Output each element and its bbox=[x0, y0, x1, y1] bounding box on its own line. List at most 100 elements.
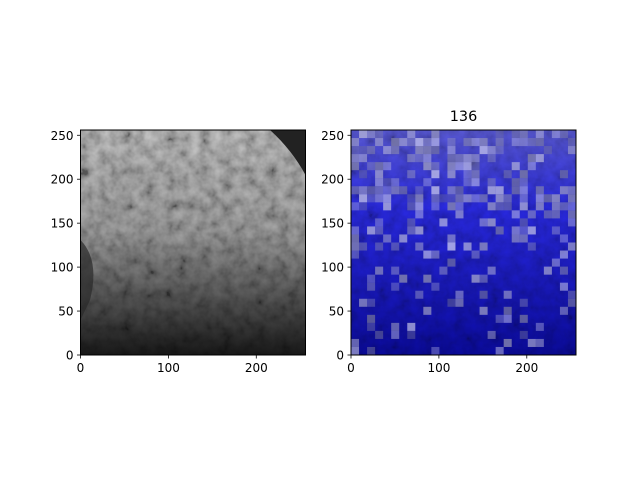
right-plot-frame bbox=[350, 129, 577, 356]
right-panel-title: 136 bbox=[450, 109, 477, 125]
mask-patch bbox=[463, 138, 472, 147]
mask-patch bbox=[519, 330, 528, 339]
mask-patch bbox=[423, 162, 432, 171]
mask-patch bbox=[503, 290, 512, 299]
mask-patch bbox=[519, 170, 528, 179]
mask-patch bbox=[383, 146, 392, 155]
mask-patch bbox=[519, 234, 528, 243]
mask-patch bbox=[359, 146, 368, 155]
mask-patch bbox=[431, 250, 440, 259]
mask-patch bbox=[407, 322, 416, 331]
mask-patch bbox=[535, 130, 544, 139]
mask-patch bbox=[399, 186, 408, 195]
mask-patch bbox=[359, 298, 368, 307]
mask-patch bbox=[439, 266, 448, 275]
mask-patch bbox=[479, 138, 488, 147]
mask-patch bbox=[463, 154, 472, 163]
right-y-tick-label: 150 bbox=[321, 217, 344, 231]
mask-patch bbox=[415, 210, 424, 219]
right-y-tick-label: 100 bbox=[321, 261, 344, 275]
mask-patch bbox=[351, 146, 360, 155]
right-x-tick-label: 200 bbox=[515, 361, 538, 375]
mask-patch bbox=[391, 242, 400, 251]
mask-patch bbox=[351, 242, 360, 251]
mask-patch bbox=[519, 138, 528, 147]
mask-patch bbox=[407, 202, 416, 211]
left-x-tick-label: 100 bbox=[157, 361, 180, 375]
mask-patch bbox=[487, 330, 496, 339]
mask-patch bbox=[487, 266, 496, 275]
mask-patch bbox=[351, 202, 360, 211]
mask-patch bbox=[399, 138, 408, 147]
mask-patch bbox=[511, 162, 520, 171]
mask-patch bbox=[447, 170, 456, 179]
mask-patch bbox=[455, 186, 464, 195]
mask-patch bbox=[359, 186, 368, 195]
mask-patch bbox=[431, 194, 440, 203]
mask-patch bbox=[535, 186, 544, 195]
mask-patch bbox=[511, 186, 520, 195]
mask-patch bbox=[455, 162, 464, 171]
mask-patch bbox=[519, 178, 528, 187]
mask-patch bbox=[503, 194, 512, 203]
mask-patch bbox=[431, 130, 440, 139]
mask-patch bbox=[567, 298, 576, 307]
mask-patch bbox=[487, 146, 496, 155]
mask-patch bbox=[519, 314, 528, 323]
mask-patch bbox=[399, 234, 408, 243]
mask-patch bbox=[367, 274, 376, 283]
mask-patch bbox=[423, 138, 432, 147]
mask-patch bbox=[367, 194, 376, 203]
mask-patch bbox=[375, 130, 384, 139]
right-y-tick-label: 50 bbox=[329, 305, 344, 319]
mask-patch bbox=[519, 202, 528, 211]
mask-patch bbox=[527, 226, 536, 235]
mask-patch bbox=[503, 202, 512, 211]
mask-patch bbox=[527, 210, 536, 219]
mask-patch bbox=[559, 234, 568, 243]
mask-patch bbox=[423, 250, 432, 259]
mask-patches bbox=[351, 130, 576, 355]
mask-patch bbox=[359, 154, 368, 163]
mask-patch bbox=[527, 338, 536, 347]
mask-patch bbox=[471, 154, 480, 163]
mask-patch bbox=[519, 298, 528, 307]
mask-patch bbox=[375, 218, 384, 227]
mask-patch bbox=[471, 194, 480, 203]
mask-patch bbox=[431, 162, 440, 171]
mask-patch bbox=[471, 170, 480, 179]
mask-patch bbox=[367, 346, 376, 355]
mask-patch bbox=[447, 234, 456, 243]
mask-patch bbox=[495, 314, 504, 323]
mask-patch bbox=[351, 186, 360, 195]
left-image bbox=[80, 130, 306, 355]
mask-patch bbox=[447, 298, 456, 307]
mask-patch bbox=[431, 282, 440, 291]
left-plot-frame bbox=[80, 129, 306, 356]
mask-patch bbox=[495, 202, 504, 211]
mask-patch bbox=[367, 186, 376, 195]
mask-patch bbox=[383, 162, 392, 171]
mask-patch bbox=[359, 242, 368, 251]
mask-patch bbox=[431, 346, 440, 355]
right-axes: 0 100 200 0 50 100 150 200 250 bbox=[321, 129, 538, 375]
mask-patch bbox=[391, 282, 400, 291]
mask-patch bbox=[383, 178, 392, 187]
mask-patch bbox=[479, 194, 488, 203]
mask-patch bbox=[375, 242, 384, 251]
right-y-tick-label: 200 bbox=[321, 173, 344, 187]
mask-patch bbox=[471, 162, 480, 171]
right-y-tick-label: 250 bbox=[321, 129, 344, 143]
mask-patch bbox=[375, 170, 384, 179]
mask-patch bbox=[375, 226, 384, 235]
mask-patch bbox=[567, 186, 576, 195]
mask-patch bbox=[415, 194, 424, 203]
mask-patch bbox=[567, 210, 576, 219]
mask-patch bbox=[447, 194, 456, 203]
mask-patch bbox=[503, 306, 512, 315]
mask-patch bbox=[359, 194, 368, 203]
mask-patch bbox=[367, 130, 376, 139]
mask-patch bbox=[551, 258, 560, 267]
mask-patch bbox=[415, 186, 424, 195]
mask-patch bbox=[511, 138, 520, 147]
